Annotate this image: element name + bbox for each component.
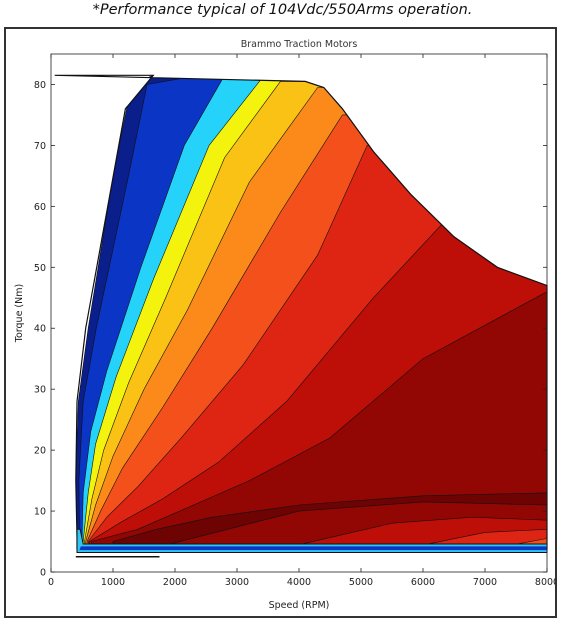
x-tick-label: 2000 <box>163 577 187 588</box>
y-tick-label: 60 <box>34 202 46 213</box>
chart-frame: Brammo Traction Motors Speed (RPM) Torqu… <box>4 27 557 618</box>
x-tick-label: 3000 <box>225 577 249 588</box>
efficiency-bands <box>75 75 547 549</box>
y-tick-label: 0 <box>40 568 46 579</box>
chart-title: Brammo Traction Motors <box>241 39 358 50</box>
efficiency-contour-chart: Brammo Traction Motors Speed (RPM) Torqu… <box>14 39 555 611</box>
y-tick-label: 30 <box>34 385 46 396</box>
y-tick-label: 20 <box>34 446 46 457</box>
lower-contour-band-4 <box>497 538 547 549</box>
low-torque-strip-core <box>79 546 547 551</box>
y-tick-label: 10 <box>34 507 46 518</box>
x-tick-label: 6000 <box>411 577 435 588</box>
y-tick-label: 40 <box>34 324 46 335</box>
y-tick-label: 70 <box>34 141 46 152</box>
x-tick-label: 5000 <box>349 577 373 588</box>
x-tick-label: 4000 <box>287 577 311 588</box>
x-axis-label: Speed (RPM) <box>269 600 330 611</box>
y-tick-label: 50 <box>34 263 46 274</box>
y-axis-label: Torque (Nm) <box>14 284 25 343</box>
chart-caption: *Performance typical of 104Vdc/550Arms o… <box>92 2 473 18</box>
x-tick-label: 7000 <box>473 577 497 588</box>
y-tick-label: 80 <box>34 80 46 91</box>
x-tick-label: 0 <box>48 577 54 588</box>
x-tick-label: 1000 <box>101 577 125 588</box>
